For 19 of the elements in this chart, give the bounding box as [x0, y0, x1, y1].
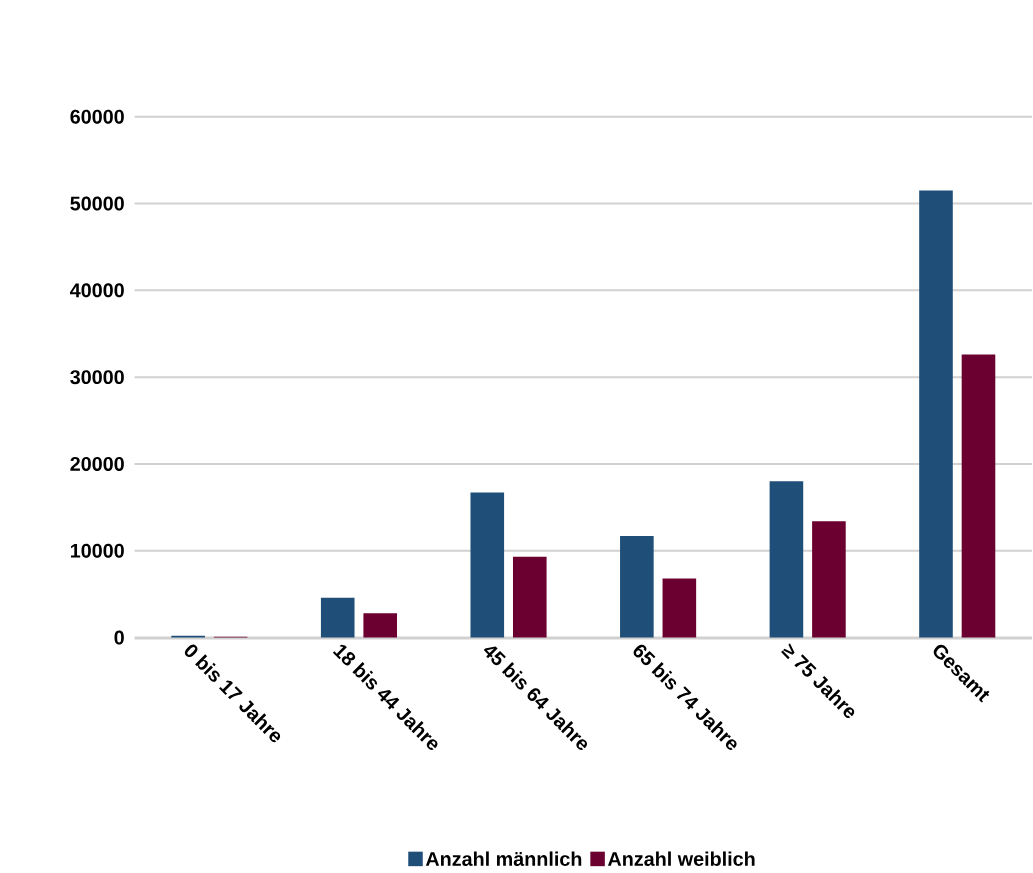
bar — [470, 492, 505, 638]
legend-label: Anzahl weiblich — [607, 851, 755, 866]
y-tick-label: 30000 — [70, 370, 124, 385]
y-tick-label: 40000 — [70, 283, 124, 298]
bar — [512, 556, 547, 638]
bar — [320, 597, 355, 638]
legend-label: Anzahl männlich — [425, 851, 582, 866]
bar — [919, 190, 953, 638]
y-tick-label: 10000 — [70, 543, 124, 558]
y-tick-label: 0 — [114, 630, 124, 645]
bar — [363, 613, 398, 638]
bar — [662, 578, 697, 638]
bar — [961, 354, 996, 638]
y-tick-label: 20000 — [70, 456, 124, 471]
y-tick-label: 50000 — [70, 196, 124, 211]
bar — [812, 521, 846, 638]
bar — [620, 536, 654, 638]
y-tick-label: 60000 — [70, 109, 124, 124]
bar — [769, 481, 804, 638]
